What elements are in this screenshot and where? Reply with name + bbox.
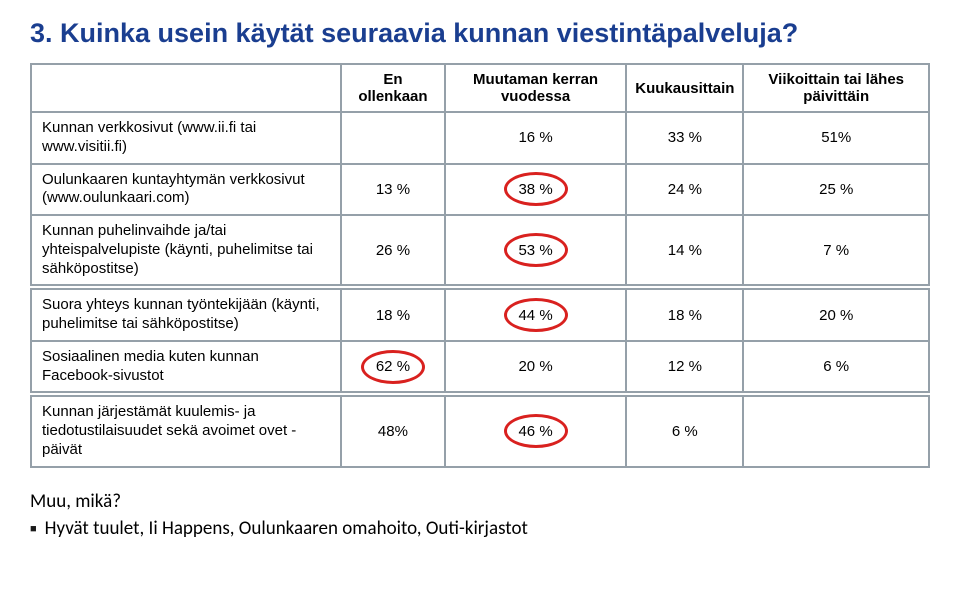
- cell: 16 %: [445, 112, 626, 164]
- cell: 14 %: [626, 215, 743, 285]
- highlight-circle: [504, 233, 568, 267]
- cell: 6 %: [626, 396, 743, 466]
- cell: 7 %: [743, 215, 929, 285]
- cell: 18 %: [626, 289, 743, 341]
- table-row: Suora yhteys kunnan työntekijään (käynti…: [31, 289, 929, 341]
- cell: 44 %: [445, 289, 626, 341]
- highlight-circle: [504, 414, 568, 448]
- cell: 46 %: [445, 396, 626, 466]
- cell: 51%: [743, 112, 929, 164]
- cell: 62 %: [341, 341, 445, 393]
- cell: 48%: [341, 396, 445, 466]
- row-label: Oulunkaaren kuntayhtymän verkkosivut (ww…: [31, 164, 341, 216]
- cell: 53 %: [445, 215, 626, 285]
- cell: 24 %: [626, 164, 743, 216]
- col-header-2: Muutaman kerran vuodessa: [445, 64, 626, 112]
- highlight-circle: [361, 350, 425, 384]
- cell: 33 %: [626, 112, 743, 164]
- row-label: Sosiaalinen media kuten kunnan Facebook-…: [31, 341, 341, 393]
- footer: Muu, mikä? Hyvät tuulet, Ii Happens, Oul…: [30, 490, 930, 540]
- row-label: Kunnan puhelinvaihde ja/tai yhteispalvel…: [31, 215, 341, 285]
- table-row: Kunnan järjestämät kuulemis- ja tiedotus…: [31, 396, 929, 466]
- row-label: Kunnan järjestämät kuulemis- ja tiedotus…: [31, 396, 341, 466]
- highlight-circle: [504, 298, 568, 332]
- col-header-1: En ollenkaan: [341, 64, 445, 112]
- page-title: 3. Kuinka usein käytät seuraavia kunnan …: [30, 18, 930, 49]
- footer-bullet: Hyvät tuulet, Ii Happens, Oulunkaaren om…: [30, 517, 930, 540]
- cell: 38 %: [445, 164, 626, 216]
- table-row: Sosiaalinen media kuten kunnan Facebook-…: [31, 341, 929, 393]
- services-table: En ollenkaan Muutaman kerran vuodessa Ku…: [30, 63, 930, 468]
- col-header-4: Viikoittain tai lähes päivittäin: [743, 64, 929, 112]
- col-header-3: Kuukausittain: [626, 64, 743, 112]
- cell: [743, 396, 929, 466]
- cell: 20 %: [743, 289, 929, 341]
- cell: 25 %: [743, 164, 929, 216]
- highlight-circle: [504, 172, 568, 206]
- row-label: Kunnan verkkosivut (www.ii.fi tai www.vi…: [31, 112, 341, 164]
- cell: 13 %: [341, 164, 445, 216]
- cell: 6 %: [743, 341, 929, 393]
- cell: 20 %: [445, 341, 626, 393]
- table-row: Kunnan puhelinvaihde ja/tai yhteispalvel…: [31, 215, 929, 285]
- table-row: Kunnan verkkosivut (www.ii.fi tai www.vi…: [31, 112, 929, 164]
- footer-label: Muu, mikä?: [30, 490, 930, 513]
- cell: 26 %: [341, 215, 445, 285]
- row-label: Suora yhteys kunnan työntekijään (käynti…: [31, 289, 341, 341]
- cell: [341, 112, 445, 164]
- header-empty: [31, 64, 341, 112]
- table-row: Oulunkaaren kuntayhtymän verkkosivut (ww…: [31, 164, 929, 216]
- cell: 18 %: [341, 289, 445, 341]
- cell: 12 %: [626, 341, 743, 393]
